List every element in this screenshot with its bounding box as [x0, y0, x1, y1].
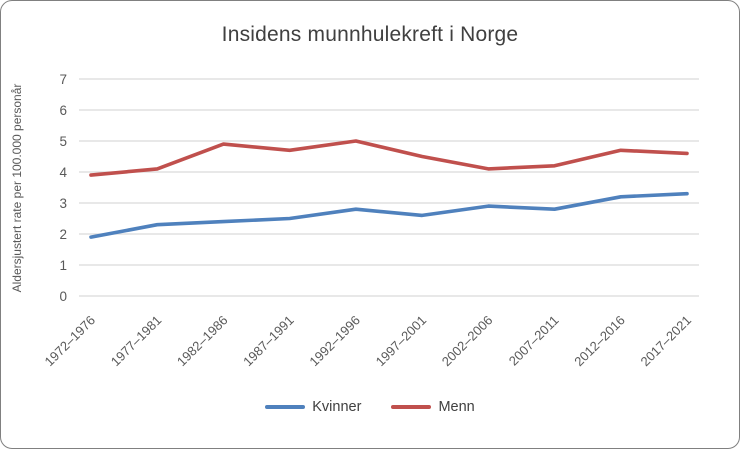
x-tick-label-2: 1982–1986: [174, 313, 231, 370]
y-tick-label-7: 7: [59, 72, 67, 87]
x-tick-label-0: 1972–1976: [41, 313, 98, 370]
x-tick-label-8: 2012–2016: [571, 313, 628, 370]
chart-legend: Kvinner Menn: [1, 399, 739, 415]
legend-item-kvinner: Kvinner: [265, 399, 361, 415]
y-tick-label-6: 6: [59, 103, 67, 118]
legend-label-kvinner: Kvinner: [312, 399, 362, 415]
x-tick-label-6: 2002–2006: [439, 313, 496, 370]
series-line-kvinner: [89, 191, 689, 239]
x-tick-label-9: 2017–2021: [637, 313, 694, 370]
series-line-menn: [89, 139, 689, 177]
x-tick-label-7: 2007–2011: [506, 313, 562, 369]
y-tick-label-1: 1: [59, 258, 67, 273]
chart-title: Insidens munnhulekreft i Norge: [221, 23, 519, 46]
legend-swatch-menn: [391, 404, 432, 410]
x-tick-label-1: 1977–1981: [108, 313, 165, 370]
y-tick-label-4: 4: [59, 165, 67, 180]
x-tick-label-3: 1987–1991: [240, 313, 297, 370]
x-tick-label-4: 1992–1996: [306, 313, 363, 370]
y-tick-label-3: 3: [59, 196, 67, 211]
y-tick-label-5: 5: [59, 134, 67, 149]
y-axis-title: Aldersjustert rate per 100.000 personår: [10, 84, 24, 293]
legend-swatch-kvinner: [265, 404, 306, 410]
y-tick-label-2: 2: [59, 227, 67, 242]
x-tick-label-5: 1997–2001: [373, 313, 430, 370]
legend-item-menn: Menn: [391, 399, 475, 415]
legend-label-menn: Menn: [438, 399, 475, 415]
y-tick-label-0: 0: [59, 289, 67, 304]
